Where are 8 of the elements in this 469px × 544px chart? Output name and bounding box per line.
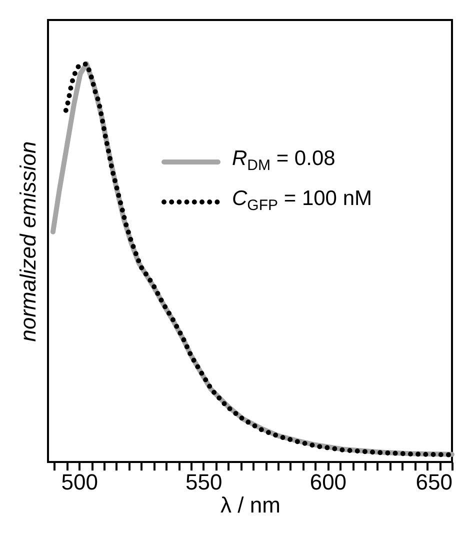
- x-tick-label: 600: [310, 470, 347, 494]
- legend-label: C$_{GFP}$ = 100 nM: [232, 186, 372, 216]
- x-axis-title: λ / nm: [220, 492, 280, 518]
- x-tick-label: 550: [186, 470, 222, 494]
- x-tick-label: 500: [61, 470, 98, 494]
- x-tick-label: 650: [416, 470, 452, 494]
- legend-label: R$_{DM}$ = 0.08: [232, 146, 336, 176]
- y-axis-title: normalized emission: [16, 141, 40, 342]
